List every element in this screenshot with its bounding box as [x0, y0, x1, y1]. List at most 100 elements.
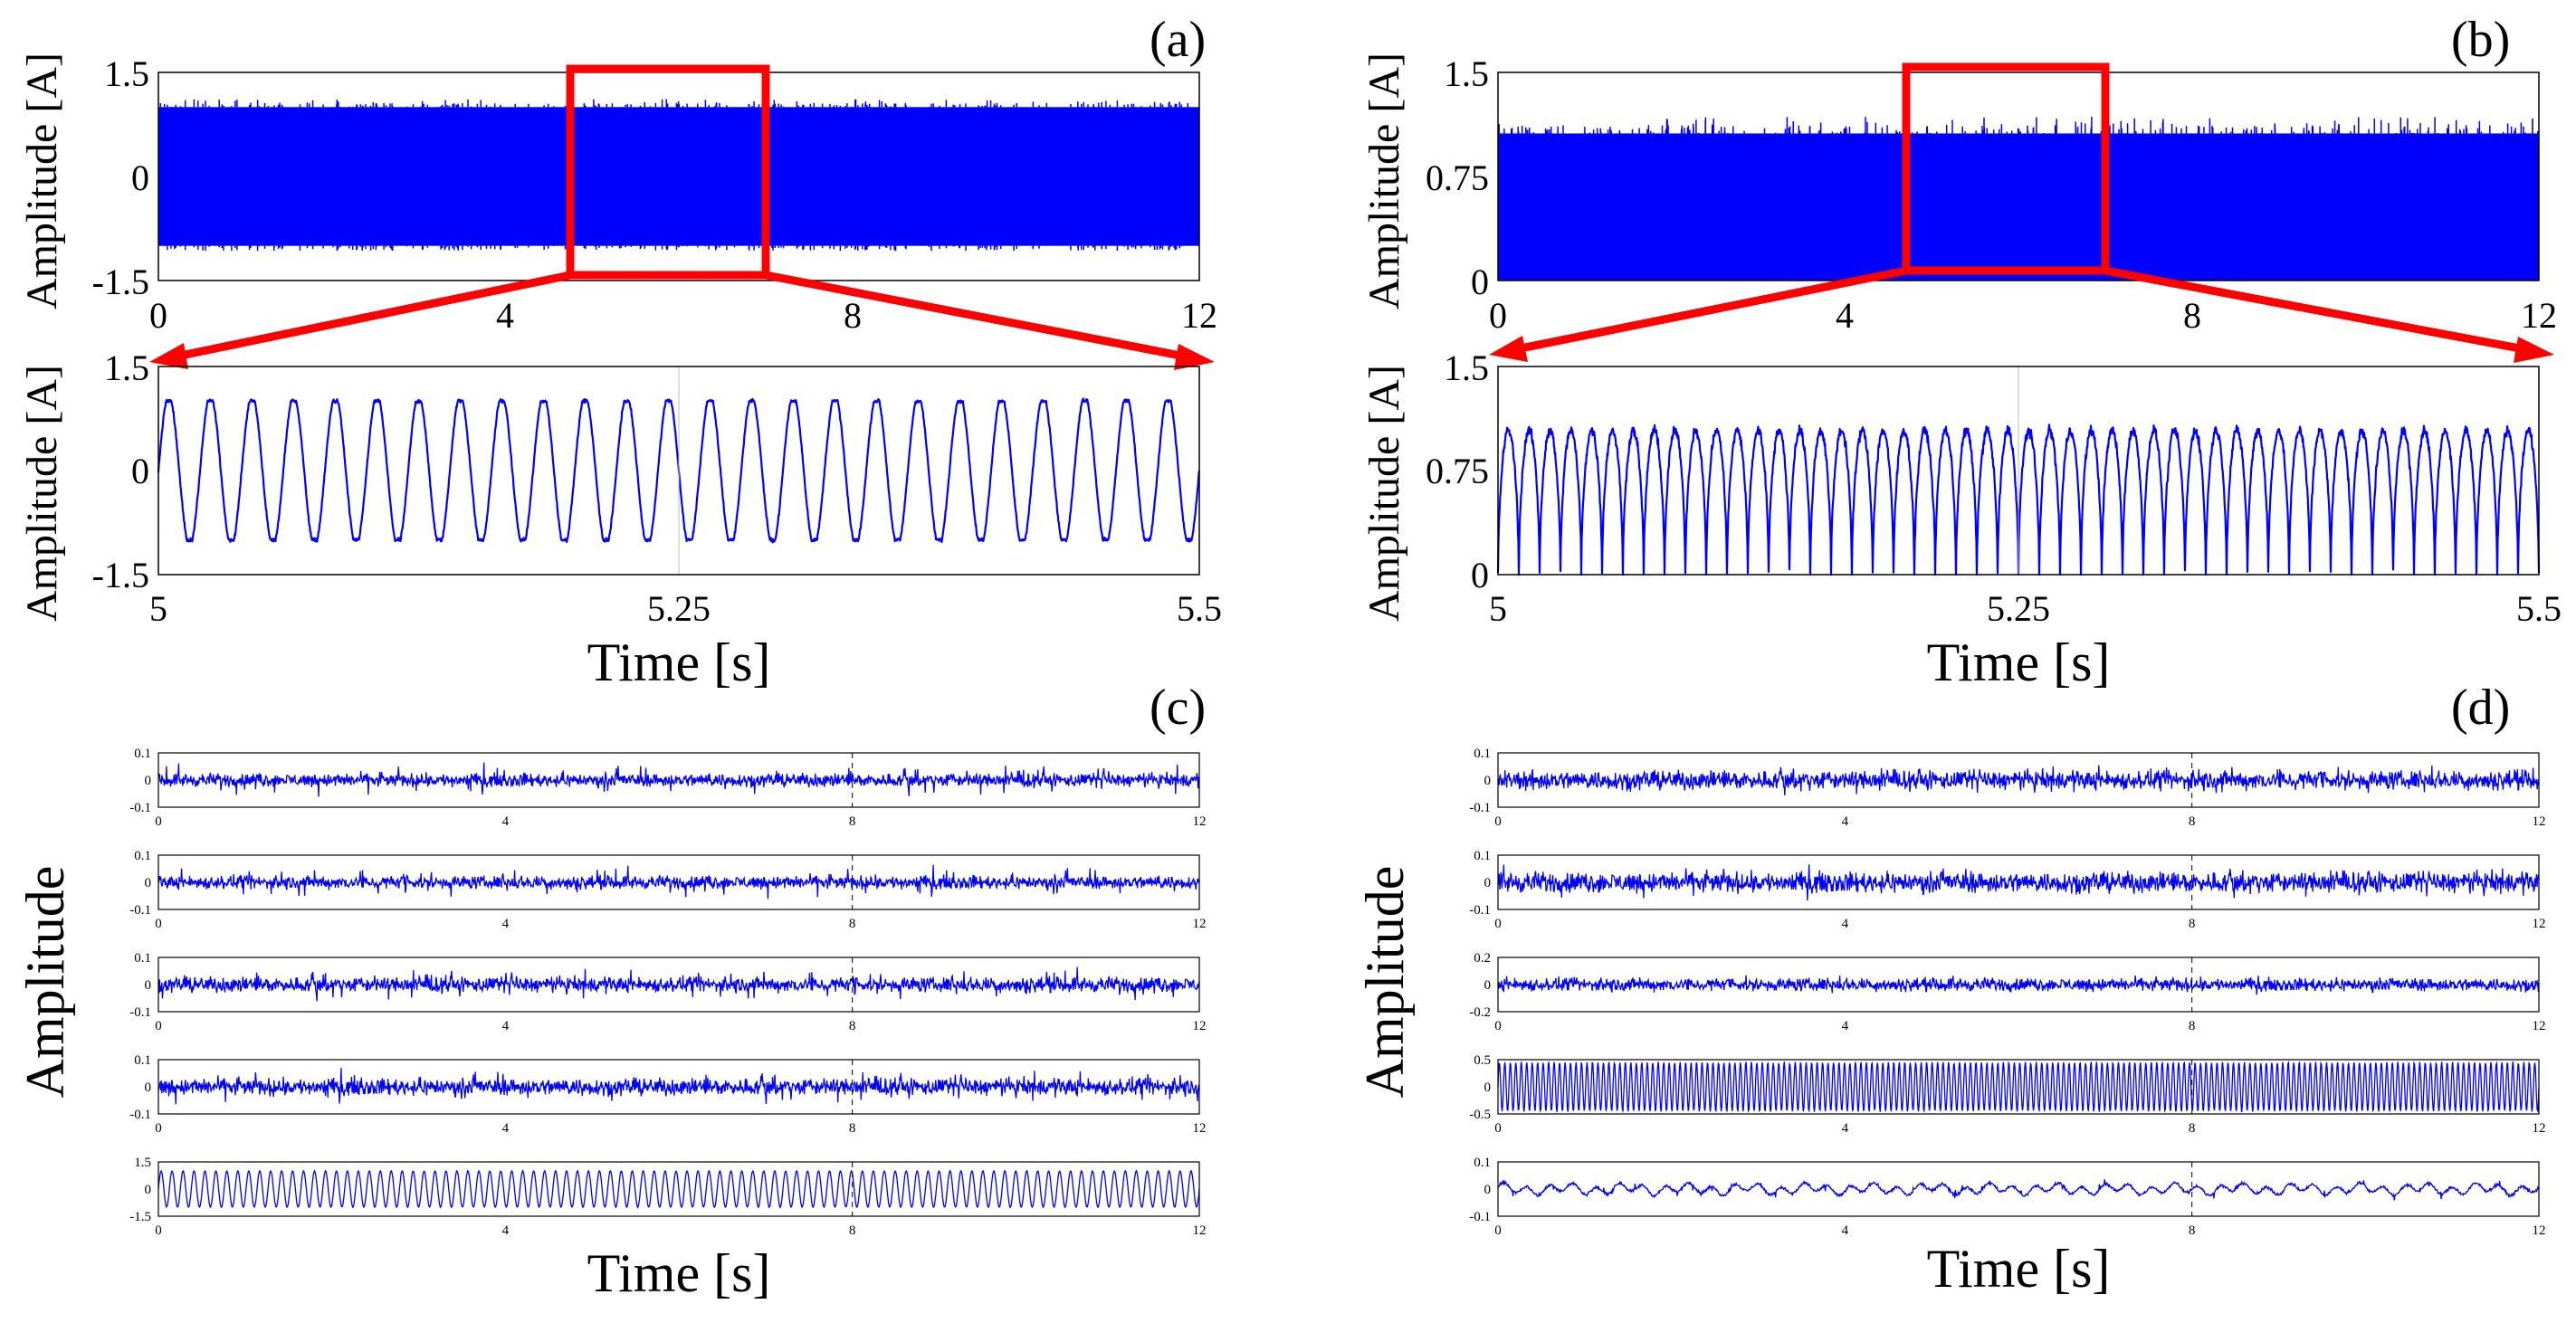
plot-a-zoom-series [157, 366, 1201, 575]
subplot-ytick: -0.2 [1469, 1005, 1491, 1020]
zoom-arrowhead-b-right [2514, 337, 2554, 363]
subplot-ytick: 0 [1484, 1183, 1492, 1197]
subplot-trace [157, 762, 1200, 797]
xtick-bz-1: 5.25 [1987, 588, 2050, 629]
subplot-trace [1497, 975, 2540, 995]
subplot-ytick: -0.1 [129, 1005, 151, 1020]
ylabel-d: Amplitude [1355, 866, 1415, 1099]
xtick-az-0: 5 [149, 588, 167, 629]
panel-d: (d) Amplitude Time [s] 0.10-0.10 4 8 120.10… [1355, 680, 2546, 1299]
xlabel-c: Time [s] [587, 1243, 771, 1303]
subplot-xtick: 12 [2533, 814, 2546, 829]
subplot-frame [1497, 854, 2540, 910]
subplot-frame [1497, 957, 2540, 1013]
zoom-arrow-b-left [1506, 266, 1907, 356]
ytick-b-bot: 0 [1471, 262, 1489, 302]
xlabel-d: Time [s] [1927, 1239, 2111, 1299]
panel-label-b: (b) [2451, 12, 2510, 68]
zoom-arrowhead-a-right [1174, 344, 1215, 370]
subplot-ytick: 0 [1484, 774, 1492, 788]
subplot-xtick: 12 [1193, 1223, 1207, 1238]
subplot-xtick: 4 [1842, 917, 1849, 931]
subplot-xtick: 8 [849, 917, 856, 931]
zoom-box-b [1902, 62, 2110, 275]
subplot-frame [1497, 1161, 2540, 1217]
subplot-frame [157, 957, 1200, 1013]
xtick-a-2: 8 [844, 295, 862, 336]
xtick-b-2: 8 [2183, 295, 2201, 336]
subplot-ytick: 0 [1484, 978, 1492, 993]
panel-label-a: (a) [1150, 12, 1206, 68]
ytick-a-mid: 0 [131, 157, 149, 198]
subplot-xtick: 4 [502, 1019, 510, 1033]
ytick-b-mid: 0.75 [1426, 157, 1489, 198]
signal-envelope [1498, 133, 2539, 281]
subplot-ytick: 0.1 [134, 951, 151, 966]
subplot-5: 1.5 0 -1.5 0 4 8 12 [129, 1156, 1206, 1238]
subplot-trace [157, 864, 1200, 899]
ytick-bz-mid: 0.75 [1426, 451, 1489, 491]
subplot-ytick: 0 [145, 876, 152, 890]
subplot-xtick: 0 [155, 814, 162, 829]
xtick-bz-0: 5 [1489, 588, 1507, 629]
subplot-xtick: 0 [155, 917, 162, 931]
subplot-trace [157, 1169, 1200, 1209]
subplot-xtick: 12 [2533, 917, 2546, 931]
subplot-xtick: 4 [502, 814, 510, 829]
subplot-xtick: 12 [1193, 814, 1207, 829]
subplot-2: 0.10-0.10 4 8 12 [129, 849, 1206, 931]
subplot-4: 0.1 0 -0.1 0 4 8 12 [129, 1053, 1206, 1136]
subplot-xtick: 4 [1842, 1121, 1849, 1136]
subplot-ytick: -1.5 [129, 1210, 151, 1224]
ylabel-b-zoom: Amplitude [A] [1360, 365, 1408, 622]
xlabel-b-zoom: Time [s] [1927, 633, 2111, 692]
subplot-ytick: -0.1 [1469, 801, 1491, 815]
ytick-az-bot: -1.5 [92, 555, 149, 595]
xtick-bz-2: 5.5 [2516, 588, 2562, 629]
subplot-3: 0.1 0 -0.1 0 4 8 12 [129, 951, 1206, 1033]
subplot-frame [157, 1059, 1200, 1115]
subplot-xtick: 0 [155, 1223, 162, 1238]
ytick-bz-bot: 0 [1471, 555, 1489, 595]
subplot-xtick: 4 [502, 1121, 510, 1136]
subplot-xtick: 0 [1494, 917, 1502, 931]
xtick-a-0: 0 [149, 295, 167, 336]
panel-b-zoom: 1.5 0.75 0 5 5.25 5.5 Amplitude [A] Time… [1360, 347, 2562, 692]
subplot-1: 0.10-0.10 4 8 12 [1469, 747, 2545, 829]
ylabel-a-zoom: Amplitude [A] [18, 365, 66, 622]
subplot-xtick: 8 [2189, 814, 2196, 829]
subplot-xtick: 12 [2533, 1223, 2546, 1238]
subplot-ytick: 0 [1484, 876, 1492, 890]
xlabel-a-zoom: Time [s] [587, 633, 771, 692]
panel-label-d: (d) [2451, 680, 2510, 736]
subplot-xtick: 4 [502, 917, 510, 931]
subplot-ytick: 0 [1484, 1080, 1492, 1095]
subplot-ytick: 0.1 [1474, 1156, 1491, 1170]
axes-frame [1497, 71, 2540, 281]
subplot-ytick: -0.1 [1469, 903, 1491, 918]
subplot-xtick: 4 [1842, 1019, 1849, 1033]
subplot-ytick: -0.1 [129, 801, 151, 815]
ylabel-c: Amplitude [15, 866, 75, 1099]
subplot-xtick: 12 [2533, 1121, 2546, 1136]
subplot-ytick: -0.1 [129, 903, 151, 918]
subplot-xtick: 8 [849, 1121, 856, 1136]
subplot-ytick: -0.1 [1469, 1210, 1491, 1224]
subplot-3: 0.20-0.20 4 8 12 [1469, 951, 2545, 1033]
ytick-b-top: 1.5 [1444, 53, 1489, 94]
subplot-frame [157, 752, 1200, 808]
subplot-xtick: 8 [2189, 1121, 2196, 1136]
subplot-frame [157, 854, 1200, 910]
subplot-xtick: 0 [155, 1019, 162, 1033]
panel-label-c: (c) [1150, 680, 1206, 736]
plot-b-full-series [1497, 117, 2539, 281]
xtick-a-1: 4 [496, 295, 514, 336]
subplot-2: 0.10-0.10 4 8 12 [1469, 849, 2545, 931]
subplot-ytick: 0 [145, 1080, 152, 1095]
subplot-1: 0.10-0.10 4 8 12 [129, 747, 1206, 829]
subplot-ytick: 0.1 [1474, 849, 1491, 863]
subplot-ytick: 0 [145, 774, 152, 788]
subplot-ytick: 0.1 [134, 1053, 151, 1068]
subplot-trace [1497, 765, 2540, 795]
